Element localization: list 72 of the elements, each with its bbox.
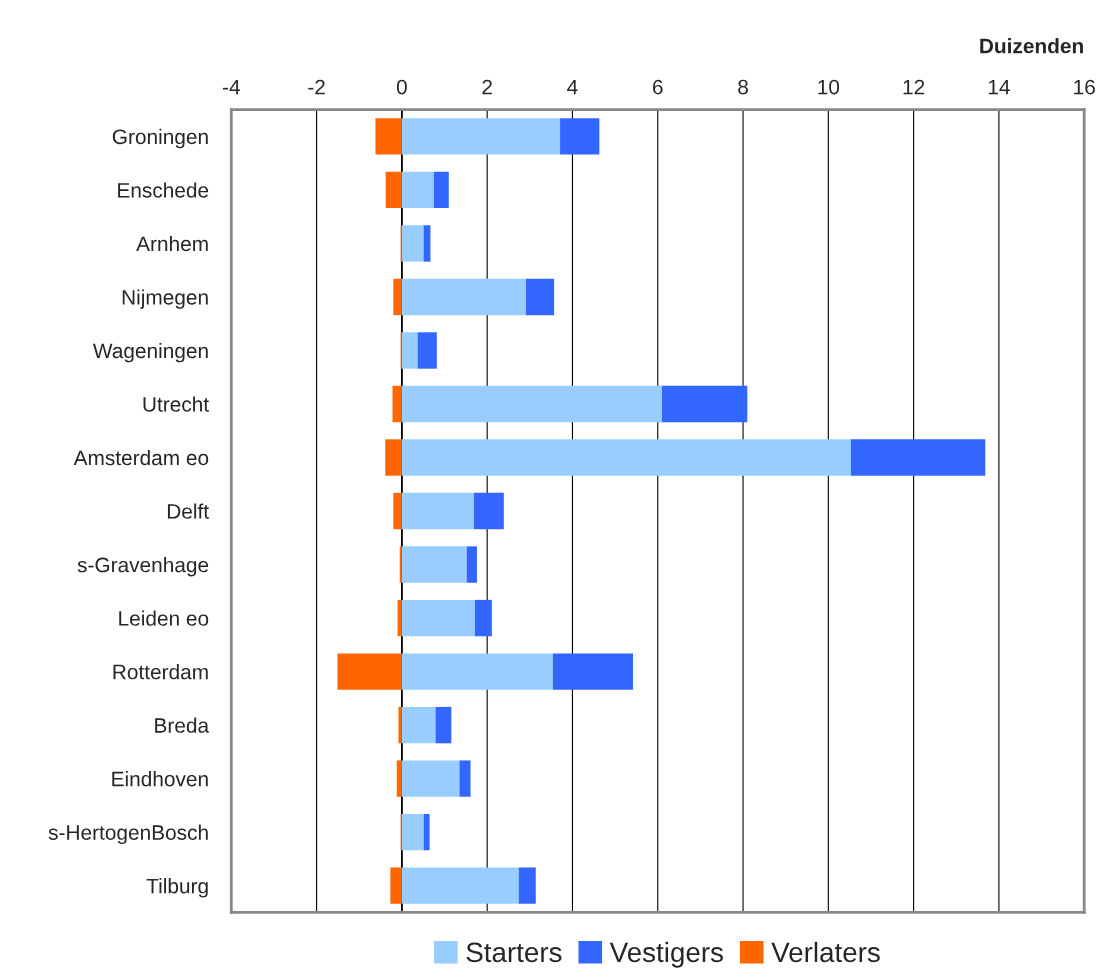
y-tick-label: Groningen xyxy=(112,128,208,149)
x-tick-label: -4 xyxy=(222,79,240,95)
bar xyxy=(401,813,424,851)
x-tick-label: -2 xyxy=(308,79,325,95)
bar xyxy=(423,225,431,262)
bar xyxy=(466,546,477,583)
bar xyxy=(518,867,536,904)
y-tick-label: Wageningen xyxy=(92,342,208,363)
bar xyxy=(401,653,553,690)
legend-label: Vestigers xyxy=(609,941,723,968)
x-tick-label: 14 xyxy=(988,79,1010,95)
bar xyxy=(393,492,402,530)
y-tick-label: Breda xyxy=(155,717,210,733)
y-tick-label: Tilburg xyxy=(146,878,208,898)
bar xyxy=(433,171,449,209)
bar xyxy=(401,278,526,316)
y-tick-label: Leiden eo xyxy=(119,610,209,626)
bar xyxy=(417,332,437,369)
legend-label: Verlaters xyxy=(771,941,880,963)
bar xyxy=(525,278,555,316)
bar xyxy=(337,653,402,690)
y-tick-label: Enschede xyxy=(118,182,209,198)
bar xyxy=(552,653,634,690)
bar xyxy=(423,813,430,851)
bar xyxy=(396,760,402,797)
x-axis-title: Duizenden xyxy=(980,38,1083,54)
y-tick-label: Eindhoven xyxy=(112,771,208,787)
bar xyxy=(390,867,402,904)
bar xyxy=(401,171,434,209)
y-tick-label: s-Gravenhage xyxy=(77,557,209,577)
y-tick-label: Amsterdam eo xyxy=(73,449,209,466)
bar xyxy=(459,760,471,797)
bar xyxy=(401,118,561,155)
bar xyxy=(401,225,424,262)
bar xyxy=(401,492,474,530)
x-tick-label: 0 xyxy=(396,79,407,95)
bar xyxy=(401,867,519,904)
x-tick-label: 4 xyxy=(567,79,578,95)
bar xyxy=(435,706,452,744)
bar xyxy=(385,171,402,209)
y-tick-label: Rotterdam xyxy=(113,664,208,680)
bar xyxy=(393,278,402,316)
y-tick-label: Arnhem xyxy=(136,235,208,252)
bar xyxy=(560,118,600,155)
bar xyxy=(401,332,418,369)
y-tick-label: Nijmegen xyxy=(122,289,208,309)
bar xyxy=(401,546,467,583)
y-tick-label: Delft xyxy=(167,503,209,519)
bar xyxy=(401,385,663,423)
bar xyxy=(401,706,436,744)
bar xyxy=(398,706,402,744)
bar xyxy=(401,599,475,637)
bar xyxy=(375,118,402,155)
x-tick-label: 8 xyxy=(738,79,748,95)
bar xyxy=(397,599,402,637)
y-tick-label: Utrecht xyxy=(143,396,209,412)
bar xyxy=(474,599,492,637)
bar xyxy=(473,492,504,530)
bar xyxy=(401,439,851,476)
bar xyxy=(392,385,402,423)
bar xyxy=(399,546,402,583)
x-tick-label: 16 xyxy=(1074,79,1095,95)
x-tick-label: 10 xyxy=(818,79,840,95)
bar xyxy=(662,385,748,423)
legend-label: Starters xyxy=(466,942,562,963)
bar xyxy=(401,760,460,797)
bar xyxy=(850,439,986,476)
x-tick-label: 6 xyxy=(653,79,663,95)
x-tick-label: 2 xyxy=(482,79,492,95)
bar xyxy=(385,439,402,476)
x-tick-label: 12 xyxy=(903,79,925,95)
y-tick-label: s-HertogenBosch xyxy=(48,824,208,845)
